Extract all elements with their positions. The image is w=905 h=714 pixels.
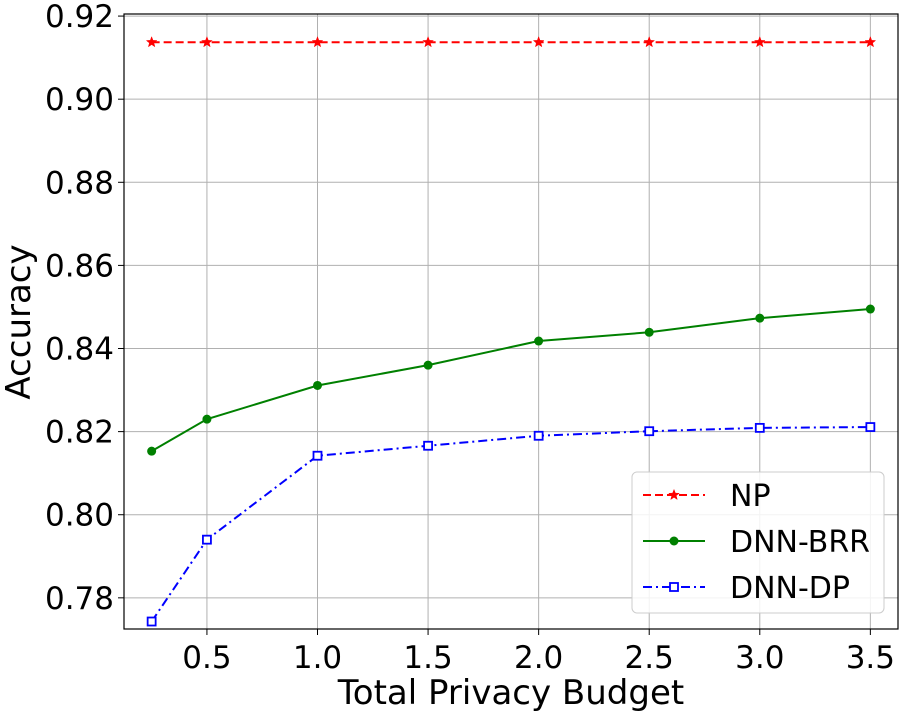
series-line	[150, 426, 871, 623]
y-tick-label: 0.86	[45, 248, 114, 284]
data-point	[644, 426, 655, 437]
data-point	[532, 36, 545, 48]
ticks: 0.5 1.0 1.5 2.0 2.5 3.0 3.5 0.78 0.80 0.82 0.84 0.8…	[45, 0, 895, 676]
legend-box	[631, 471, 885, 614]
data-point	[313, 380, 322, 390]
x-tick-label: 3.5	[846, 640, 895, 676]
x-tick-label: 1.0	[293, 640, 342, 676]
series-np	[145, 36, 877, 48]
data-point	[755, 313, 765, 323]
legend-label: DNN-DP	[730, 571, 850, 606]
legend-marker	[669, 536, 679, 546]
legend: NP DNN-BRR DNN-DP	[631, 471, 885, 614]
legend-marker	[668, 488, 680, 501]
data-point	[201, 36, 213, 48]
series-dnn-dp	[146, 422, 876, 627]
data-point	[865, 422, 876, 432]
plot-frame	[123, 13, 899, 630]
data-point	[202, 414, 212, 424]
y-tick-label: 0.80	[45, 498, 114, 534]
y-tick-label: 0.84	[45, 332, 114, 368]
y-tick-label: 0.78	[45, 581, 114, 617]
data-point	[865, 304, 875, 314]
data-point	[754, 422, 765, 433]
data-point	[423, 440, 433, 451]
y-axis-label: Accuracy	[0, 244, 39, 399]
y-tick-label: 0.82	[45, 415, 114, 451]
legend-marker	[669, 582, 679, 592]
x-tick-label: 2.5	[625, 640, 674, 676]
series-group	[145, 36, 877, 627]
data-point	[753, 36, 766, 48]
y-tick-label: 0.90	[45, 82, 114, 118]
x-tick-label: 0.5	[182, 640, 231, 676]
data-point	[422, 36, 434, 48]
data-point	[643, 36, 656, 48]
data-point	[312, 450, 323, 461]
data-point	[864, 36, 877, 48]
data-point	[202, 534, 212, 545]
series-line	[151, 308, 871, 453]
data-point	[145, 36, 158, 48]
data-point	[311, 36, 324, 48]
data-point	[146, 616, 157, 627]
data-point	[534, 336, 544, 346]
x-tick-label: 1.5	[403, 640, 452, 676]
legend-label: NP	[730, 479, 771, 514]
series-dnn-brr	[147, 304, 875, 456]
data-point	[147, 446, 157, 456]
legend-label: DNN-BRR	[730, 525, 870, 560]
data-point	[423, 360, 433, 370]
x-axis-label: Total Privacy Budget	[337, 673, 684, 713]
x-tick-label: 3.0	[735, 640, 784, 676]
y-tick-label: 0.88	[45, 165, 114, 201]
data-point	[644, 327, 654, 337]
data-point	[533, 430, 544, 441]
y-tick-label: 0.92	[45, 0, 114, 35]
x-tick-label: 2.0	[514, 640, 563, 676]
